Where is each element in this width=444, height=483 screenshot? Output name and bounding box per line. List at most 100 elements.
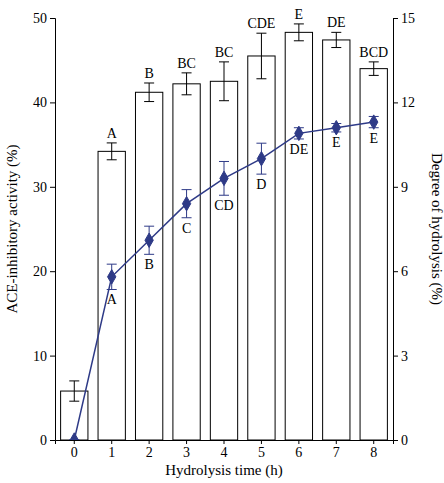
error-cap	[182, 94, 192, 95]
significance-label: CDE	[247, 16, 275, 31]
error-cap	[219, 161, 229, 162]
tick-label: 30	[33, 180, 47, 195]
axis-line	[50, 19, 56, 441]
error-cap	[107, 159, 117, 160]
significance-label: B	[144, 66, 153, 81]
tick-mark	[373, 440, 374, 444]
tick: 30	[33, 180, 55, 195]
tick-mark	[50, 271, 55, 272]
x-axis-title: Hydrolysis time (h)	[165, 462, 283, 479]
tick-label: 12	[401, 95, 415, 110]
significance-label: C	[182, 221, 191, 236]
error-cap	[294, 40, 304, 41]
error-cap	[69, 401, 79, 402]
marker	[220, 171, 228, 185]
error-cap	[144, 254, 154, 255]
annotations: ABBCBCCDEEDEBCDABCCDDDEEE	[107, 7, 388, 308]
error-cap	[256, 174, 266, 175]
y2-axis: 03691215	[393, 11, 415, 448]
error-bar	[256, 143, 266, 174]
error-cap	[182, 189, 192, 190]
error-stem	[261, 33, 262, 79]
tick-mark	[393, 102, 398, 103]
error-cap	[107, 264, 117, 265]
markers	[70, 115, 378, 440]
error-cap	[107, 142, 117, 143]
marker	[332, 121, 340, 135]
axis-line	[394, 19, 399, 441]
tick-mark	[111, 440, 112, 444]
line-errors	[69, 116, 378, 440]
tick: 0	[393, 433, 408, 448]
error-stem	[224, 62, 225, 101]
error-stem	[298, 24, 299, 41]
error-bar	[219, 161, 229, 195]
tick-label: 6	[295, 445, 302, 460]
error-cap	[182, 217, 192, 218]
significance-label: D	[256, 177, 266, 192]
tick-mark	[50, 356, 55, 357]
bar	[135, 92, 162, 440]
marker	[295, 126, 303, 140]
tick-mark	[261, 440, 262, 444]
y-axis-title: ACE-inhibitory activity (%)	[4, 144, 21, 313]
significance-label: CD	[214, 198, 233, 213]
significance-label: BCD	[359, 45, 388, 60]
tick: 0	[40, 433, 55, 448]
bar	[98, 151, 125, 440]
tick-label: 1	[108, 445, 115, 460]
error-cap	[219, 100, 229, 101]
error-cap	[256, 78, 266, 79]
error-cap	[219, 195, 229, 196]
y2-axis-title: Degree of hydrolysis (%)	[428, 153, 444, 305]
error-cap	[369, 75, 379, 76]
tick-label: 40	[33, 95, 47, 110]
error-bar	[69, 381, 79, 401]
tick-mark	[298, 440, 299, 444]
tick-label: 20	[33, 264, 47, 279]
marker	[70, 433, 78, 440]
plot-area	[61, 24, 388, 440]
tick: 7	[333, 440, 340, 460]
tick-mark	[186, 440, 187, 444]
error-cap	[144, 82, 154, 83]
error-bar	[107, 143, 117, 160]
error-cap	[331, 47, 341, 48]
tick-label: 3	[183, 445, 190, 460]
x-axis: 012345678	[56, 440, 394, 460]
error-cap	[256, 143, 266, 144]
error-stem	[186, 73, 187, 95]
error-cap	[144, 226, 154, 227]
axis-line	[56, 441, 394, 445]
y-axis: 01020304050	[33, 11, 56, 448]
error-cap	[294, 23, 304, 24]
error-stem	[373, 62, 374, 76]
error-cap	[219, 61, 229, 62]
error-bar	[107, 264, 117, 289]
bar	[248, 56, 275, 440]
tick-label: 0	[71, 445, 78, 460]
tick: 6	[393, 264, 408, 279]
error-bar	[182, 73, 192, 95]
error-stem	[336, 32, 337, 47]
bar-errors	[69, 24, 378, 401]
tick-label: 5	[258, 445, 265, 460]
tick-mark	[393, 440, 398, 441]
error-cap	[69, 380, 79, 381]
tick-mark	[393, 187, 398, 188]
error-cap	[107, 289, 117, 290]
bar	[360, 69, 387, 440]
tick-label: 0	[40, 433, 47, 448]
marker	[257, 151, 265, 165]
tick: 3	[183, 440, 190, 460]
tick-mark	[149, 440, 150, 444]
tick-label: 9	[401, 180, 408, 195]
tick-mark	[393, 271, 398, 272]
tick: 10	[33, 349, 55, 364]
tick: 4	[221, 440, 228, 460]
tick: 6	[295, 440, 302, 460]
marker	[145, 233, 153, 247]
marker	[182, 196, 190, 210]
tick-mark	[50, 440, 55, 441]
error-cap	[182, 72, 192, 73]
